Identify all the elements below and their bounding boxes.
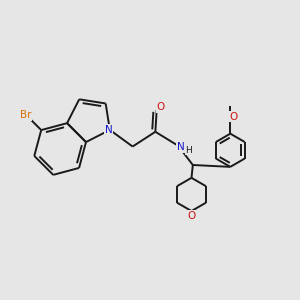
Text: Br: Br (20, 110, 31, 121)
Text: O: O (188, 211, 196, 221)
Text: O: O (230, 112, 238, 122)
Text: N: N (105, 125, 112, 135)
Text: O: O (157, 102, 165, 112)
Text: H: H (185, 146, 192, 155)
Text: N: N (177, 142, 185, 152)
